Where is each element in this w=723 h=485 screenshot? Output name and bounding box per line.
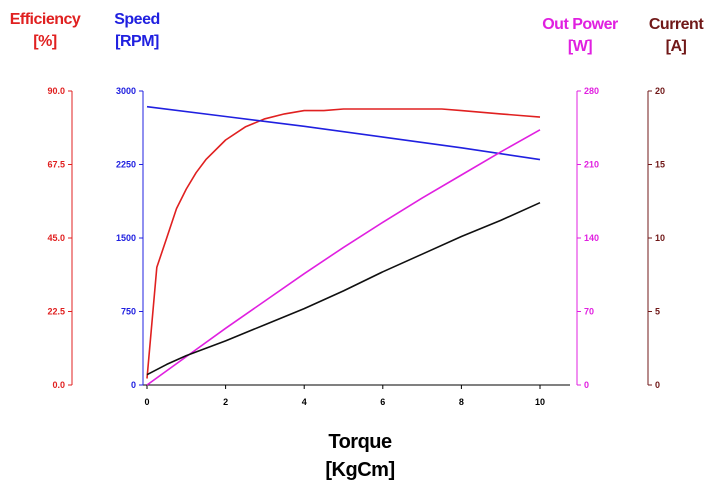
power-tick-label: 280 <box>584 86 599 96</box>
x-axis-header: Torque [KgCm] <box>290 428 430 484</box>
x-tick-label: 6 <box>380 397 385 407</box>
current-series-line <box>146 201 541 376</box>
efficiency-axis-unit: [%] <box>33 33 57 50</box>
current-tick-label: 5 <box>655 307 660 317</box>
current-axis-unit: [A] <box>665 38 687 55</box>
power-tick-label: 0 <box>584 380 589 390</box>
x-tick-label: 8 <box>459 397 464 407</box>
speed-tick-label: 3000 <box>116 86 136 96</box>
power-axis-header: Out Power [W] <box>530 14 630 58</box>
efficiency-tick-label: 90.0 <box>47 86 65 96</box>
x-tick-label: 10 <box>535 397 545 407</box>
x-axis-unit: [KgCm] <box>325 459 395 481</box>
speed-axis-unit: [RPM] <box>115 33 159 50</box>
efficiency-tick-label: 45.0 <box>47 233 65 243</box>
power-axis-title: Out Power <box>542 16 618 33</box>
speed-tick-label: 0 <box>131 380 136 390</box>
speed-tick-label: 1500 <box>116 233 136 243</box>
efficiency-tick-label: 0.0 <box>52 380 65 390</box>
power-tick-label: 140 <box>584 233 599 243</box>
x-tick-label: 2 <box>223 397 228 407</box>
efficiency-axis-header: Efficiency [%] <box>0 9 90 53</box>
power-tick-label: 210 <box>584 160 599 170</box>
speed-tick-label: 750 <box>121 307 136 317</box>
efficiency-axis-title: Efficiency <box>9 11 81 28</box>
speed-axis-header: Speed [RPM] <box>102 9 172 53</box>
current-axis-header: Current [A] <box>636 14 716 58</box>
power-tick-label: 70 <box>584 307 594 317</box>
current-axis-title: Current <box>648 16 704 33</box>
current-tick-label: 10 <box>655 233 665 243</box>
x-tick-label: 4 <box>302 397 307 407</box>
x-tick-label: 0 <box>144 397 149 407</box>
power-series-line <box>146 129 541 386</box>
efficiency-tick-label: 67.5 <box>47 160 65 170</box>
speed-axis-title: Speed <box>114 11 160 28</box>
efficiency-series-line <box>146 108 541 379</box>
current-tick-label: 20 <box>655 86 665 96</box>
efficiency-tick-label: 22.5 <box>47 307 65 317</box>
x-axis-title: Torque <box>328 431 392 453</box>
power-axis-unit: [W] <box>567 38 593 55</box>
current-tick-label: 15 <box>655 160 665 170</box>
current-tick-label: 0 <box>655 380 660 390</box>
speed-tick-label: 2250 <box>116 160 136 170</box>
speed-series-line <box>146 105 541 161</box>
